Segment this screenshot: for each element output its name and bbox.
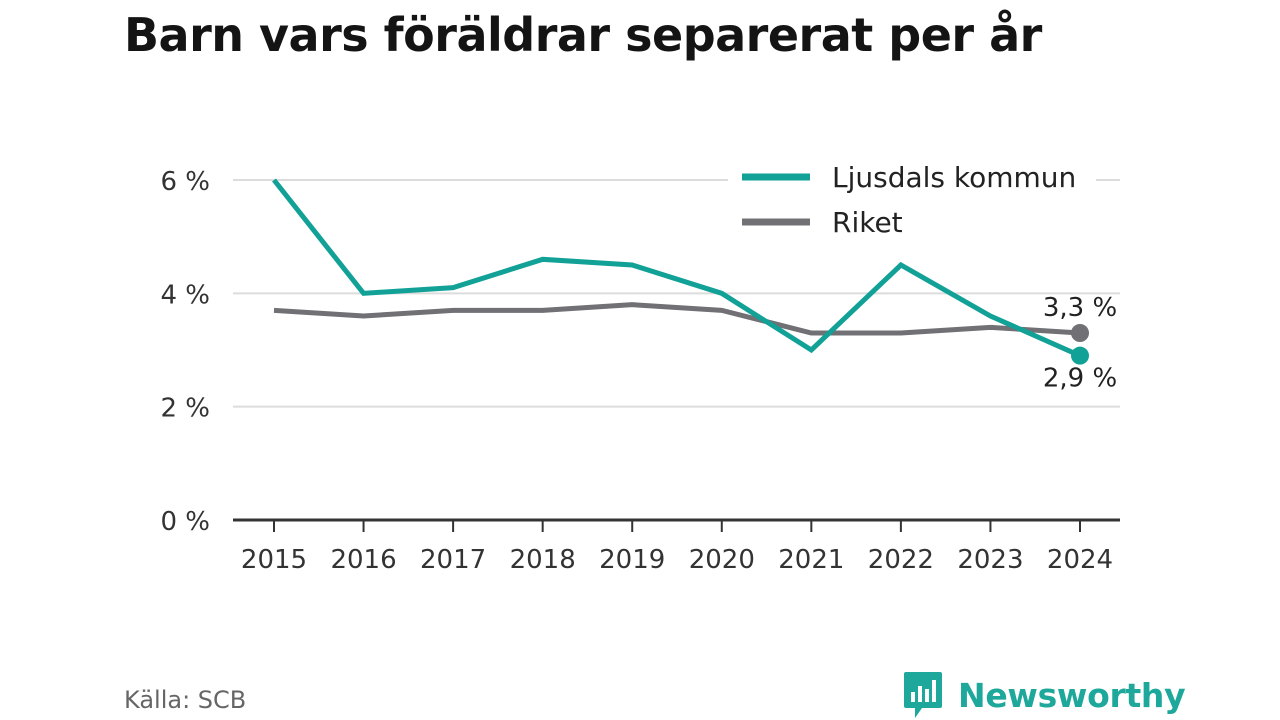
legend-background: [728, 156, 1096, 246]
y-tick-label: 4 %: [160, 280, 210, 310]
y-tick-label: 2 %: [160, 394, 210, 424]
source-label: Källa: SCB: [124, 686, 247, 714]
legend-label: Ljusdals kommun: [832, 161, 1076, 194]
x-tick-label: 2024: [1047, 545, 1113, 575]
x-tick-label: 2018: [510, 545, 576, 575]
chart-title: Barn vars föräldrar separerat per år: [124, 8, 1042, 62]
bar-chart-speech-bubble-icon: [904, 672, 942, 718]
y-tick-label: 0 %: [160, 507, 210, 537]
x-tick-label: 2021: [778, 545, 844, 575]
newsworthy-logo[interactable]: Newsworthy: [902, 670, 1186, 720]
series-line-riket: [273, 302, 1081, 336]
y-tick-label: 6 %: [160, 167, 210, 197]
x-tick-label: 2020: [689, 545, 755, 575]
x-axis: 2015 2016 2017 2018 2019 2020 2021 2022 2023 2024: [233, 518, 1120, 575]
x-tick-label: 2022: [868, 545, 934, 575]
y-axis-tick-labels: 0 % 2 % 4 % 6 %: [160, 167, 210, 537]
series-lines: [272, 178, 1082, 358]
end-label-ljusdals: 2,9 %: [1043, 364, 1117, 394]
legend-label: Riket: [832, 206, 903, 239]
legend: Ljusdals kommun Riket: [728, 156, 1096, 246]
end-label-riket: 3,3 %: [1043, 293, 1117, 323]
brand-name: Newsworthy: [958, 675, 1186, 715]
end-point-riket: [1071, 324, 1089, 342]
x-tick-label: 2017: [420, 545, 486, 575]
x-tick-label: 2019: [599, 545, 665, 575]
end-point-ljusdals: [1071, 346, 1089, 365]
series-line-ljusdals: [272, 178, 1082, 358]
x-tick-label: 2016: [330, 545, 396, 575]
end-points: 2,9 % 3,3 %: [1043, 293, 1117, 394]
x-tick-label: 2023: [957, 545, 1023, 575]
x-tick-label: 2015: [241, 545, 307, 575]
